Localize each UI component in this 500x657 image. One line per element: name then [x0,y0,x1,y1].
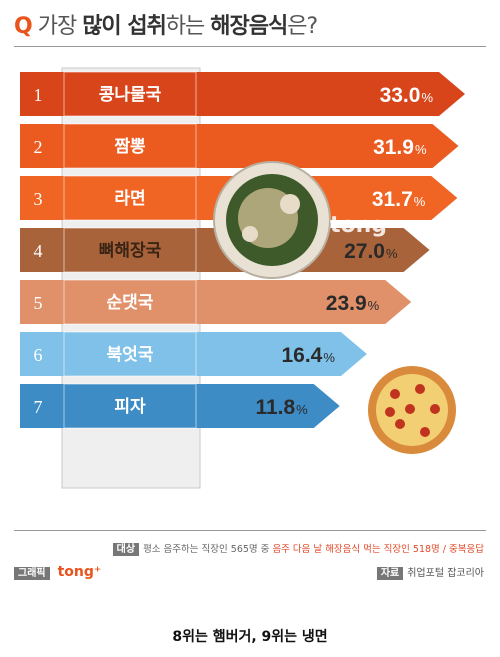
value-label: 31.9% [373,136,427,159]
pizza-topping [405,404,415,414]
pizza-topping [415,384,425,394]
value-label: 16.4% [281,344,335,367]
page-title: Q 가장 많이 섭취하는 해장음식은? [14,8,318,40]
rank-number: 5 [34,293,43,313]
survey-note-text: 평소 음주하는 직장인 565명 중 [143,544,273,555]
value-label: 23.9% [326,292,380,315]
title-part: 은? [287,14,318,39]
value-label: 31.7% [372,188,426,211]
label-tab [63,383,197,429]
footer-divider [14,530,486,531]
rank-number: 7 [34,397,43,417]
survey-note: 대상 평소 음주하는 직장인 565명 중 음주 다음 날 해장음식 먹는 직장인… [112,540,484,556]
rank-number: 3 [34,189,43,209]
source-credit: 자료 취업포털 잡코리아 [376,564,484,580]
title-part: 가장 [37,14,83,39]
tong-logo: tong⁺ [57,564,102,580]
category-label: 피자 [114,397,146,417]
caption: 8위는 햄버거, 9위는 냉면 [172,629,328,645]
pizza-topping [420,427,430,437]
pizza-topping [395,419,405,429]
category-label: 짬뽕 [114,137,146,157]
graphic-tag: 그래픽 [14,567,50,580]
title-bold-part: 해장음식 [210,14,288,39]
source-text: 취업포털 잡코리아 [407,568,484,579]
label-tab [63,279,197,325]
label-tab [63,227,197,273]
rank-number: 2 [34,137,43,157]
label-tab [63,71,197,117]
ranking-chart: 1 콩나물국 33.0% 2 짬뽕 31.9% 3 라면 31.7% 4 뼈해장국 27.0% 5 순댓국… [20,67,465,489]
category-label: 뼈해장국 [99,241,162,261]
pizza-topping [390,389,400,399]
pizza-topping [430,404,440,414]
rank-number: 1 [34,85,43,105]
source-tag: 자료 [376,567,404,580]
label-tab [63,331,197,377]
rank-number: 6 [34,345,43,365]
label-tab [63,175,197,221]
soup-tofu [280,194,300,214]
rank-number: 4 [34,241,43,261]
label-tab [63,123,197,169]
value-label: 11.8% [255,396,308,419]
watermark-logo: tong [330,213,387,238]
target-tag: 대상 [112,543,140,556]
category-label: 순댓국 [107,293,154,313]
soup-tofu [242,226,258,242]
survey-note-highlight: 음주 다음 날 해장음식 먹는 직장인 518명 / 중복응답 [272,544,484,555]
value-label: 27.0% [344,240,398,263]
pizza-topping [385,407,395,417]
value-label: 33.0% [380,84,434,107]
graphic-credit: 그래픽 tong⁺ [14,564,101,580]
question-mark-label: Q [14,14,33,39]
category-label: 라면 [114,189,145,209]
category-label: 콩나물국 [99,85,162,105]
title-divider [14,46,486,47]
title-part: 하는 [165,14,211,39]
title-bold-part: 많이 섭취 [82,14,167,39]
category-label: 북엇국 [107,345,154,365]
